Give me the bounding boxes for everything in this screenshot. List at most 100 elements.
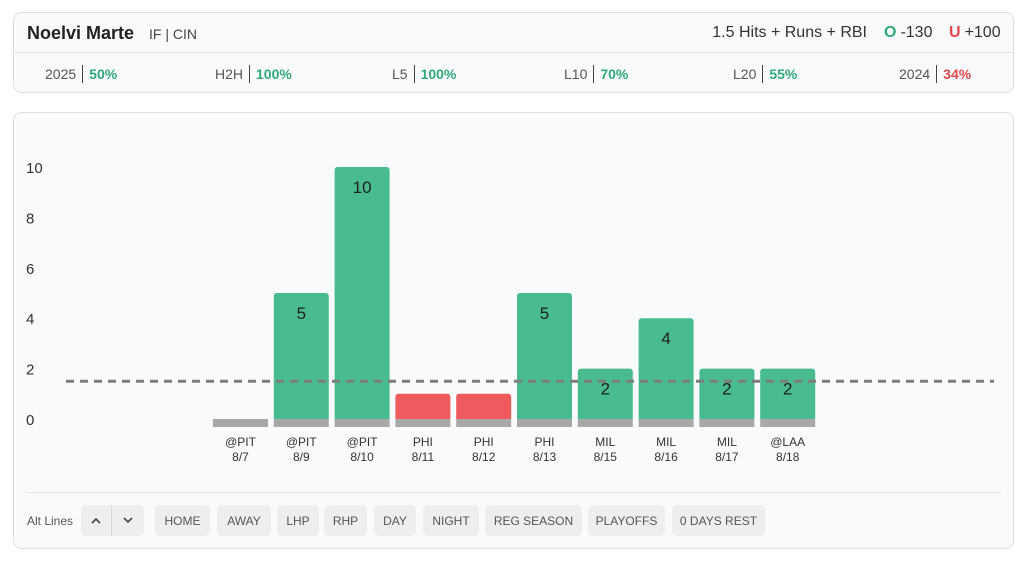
stat-label: L5	[392, 66, 408, 82]
player-position-team: IF | CIN	[149, 26, 197, 42]
game-bar	[638, 318, 694, 421]
over-odds-button[interactable]: O -130	[884, 24, 932, 42]
y-tick-label: 0	[26, 412, 34, 429]
filter-home-button[interactable]: HOME	[155, 505, 210, 536]
stat-divider	[936, 65, 938, 84]
stat-l20: L20 55%	[733, 65, 798, 84]
stat-label: 2024	[899, 66, 931, 82]
x-tick-date: 8/12	[472, 450, 496, 464]
game-log-chart-card: 0 2 4 6 8 10 @PIT 8/7 5 @PIT 8/9 10 @PIT 8/10 PHI 8/11 P…	[13, 112, 1014, 549]
x-tick-date: 8/13	[533, 450, 557, 464]
y-tick-label: 2	[26, 362, 34, 379]
filter-rhp-button[interactable]: RHP	[324, 505, 367, 536]
game-bar-base	[334, 419, 390, 427]
game-bar-base	[273, 419, 329, 427]
filter-lhp-button[interactable]: LHP	[277, 505, 319, 536]
game-bar	[273, 293, 329, 421]
stat-divider	[249, 65, 251, 84]
x-tick-date: 8/11	[412, 450, 435, 464]
y-tick-label: 8	[26, 210, 34, 227]
filter-rest-days-button[interactable]: 0 DAYS REST	[672, 505, 765, 536]
x-tick-date: 8/17	[715, 450, 739, 464]
bar-value-label: 2	[783, 380, 792, 399]
game-bar-base	[699, 419, 755, 427]
under-odds-button[interactable]: U +100	[949, 24, 1001, 42]
x-tick-date: 8/7	[232, 450, 249, 464]
bar-value-label: 4	[661, 329, 670, 348]
hit-rate-stats-row: 2025 50% H2H 100% L5 100% L10 70% L20 55% 202…	[14, 54, 1013, 94]
game-bar-base	[517, 419, 572, 427]
game-bar	[395, 393, 451, 421]
x-tick-date: 8/10	[350, 450, 374, 464]
filter-night-button[interactable]: NIGHT	[423, 505, 479, 536]
x-tick-opponent: PHI	[474, 435, 494, 449]
x-tick-date: 8/15	[594, 450, 618, 464]
alt-lines-label: Alt Lines	[27, 514, 74, 528]
stat-divider	[82, 65, 84, 84]
x-tick-opponent: MIL	[717, 435, 737, 449]
over-letter: O	[884, 24, 897, 41]
filter-reg-season-button[interactable]: REG SEASON	[485, 505, 582, 536]
x-tick-date: 8/9	[293, 450, 310, 464]
filter-divider	[26, 492, 1002, 493]
filter-playoffs-button[interactable]: PLAYOFFS	[588, 505, 665, 536]
x-tick-opponent: @PIT	[286, 435, 318, 449]
stat-2025: 2025 50%	[45, 65, 118, 84]
x-tick-opponent: @PIT	[225, 435, 257, 449]
x-tick-opponent: @LAA	[770, 435, 805, 449]
x-tick-opponent: PHI	[534, 435, 554, 449]
stat-label: L10	[564, 66, 588, 82]
stat-value: 70%	[600, 66, 629, 82]
x-tick-opponent: MIL	[656, 435, 676, 449]
chevron-up-icon	[91, 517, 101, 524]
filter-day-button[interactable]: DAY	[374, 505, 416, 536]
over-odds: -130	[900, 24, 933, 41]
stat-label: 2025	[45, 66, 77, 82]
bar-value-label: 2	[722, 380, 731, 399]
stat-label: H2H	[215, 66, 244, 82]
bar-value-label: 10	[353, 178, 372, 197]
filter-away-button[interactable]: AWAY	[217, 505, 271, 536]
game-bar	[334, 167, 390, 421]
x-tick-date: 8/16	[654, 450, 678, 464]
game-bar-base	[213, 419, 268, 427]
game-bar-base	[456, 419, 512, 427]
stat-value: 34%	[943, 66, 972, 82]
player-name[interactable]: Noelvi Marte	[27, 23, 135, 43]
stat-divider	[593, 65, 595, 84]
game-bar-base	[760, 419, 816, 427]
bar-value-label: 2	[601, 380, 610, 399]
stat-label: L20	[733, 66, 757, 82]
game-bar	[456, 393, 512, 421]
stat-value: 100%	[256, 66, 292, 82]
stat-divider	[762, 65, 764, 84]
alt-line-down-button[interactable]	[112, 505, 143, 536]
game-bar	[517, 293, 572, 421]
under-odds: +100	[964, 24, 1001, 41]
stat-value: 50%	[89, 66, 118, 82]
x-tick-opponent: MIL	[595, 435, 615, 449]
y-tick-label: 6	[26, 261, 34, 278]
header-top-row: Noelvi Marte IF | CIN 1.5 Hits + Runs + …	[14, 13, 1013, 53]
alt-line-up-button[interactable]	[81, 505, 112, 536]
stat-l10: L10 70%	[564, 65, 629, 84]
alt-lines-stepper	[81, 505, 144, 536]
stat-h2h: H2H 100%	[215, 65, 292, 84]
prop-line: 1.5 Hits + Runs + RBI	[712, 24, 867, 41]
stat-l5: L5 100%	[392, 65, 457, 84]
under-letter: U	[949, 24, 961, 41]
chevron-down-icon	[122, 517, 133, 524]
stat-2024: 2024 34%	[899, 65, 972, 84]
stat-value: 55%	[769, 66, 798, 82]
game-bar-base	[395, 419, 451, 427]
x-tick-opponent: PHI	[413, 435, 433, 449]
bar-value-label: 5	[297, 304, 306, 323]
x-tick-opponent: @PIT	[347, 435, 379, 449]
game-log-bar-chart: 0246810@PIT8/75@PIT8/910@PIT8/10PHI8/11P…	[26, 160, 994, 464]
game-bar-base	[577, 419, 633, 427]
stat-divider	[413, 65, 415, 84]
game-bar-base	[638, 419, 694, 427]
y-tick-label: 10	[26, 160, 43, 177]
y-tick-label: 4	[26, 311, 34, 328]
stat-value: 100%	[420, 66, 457, 82]
